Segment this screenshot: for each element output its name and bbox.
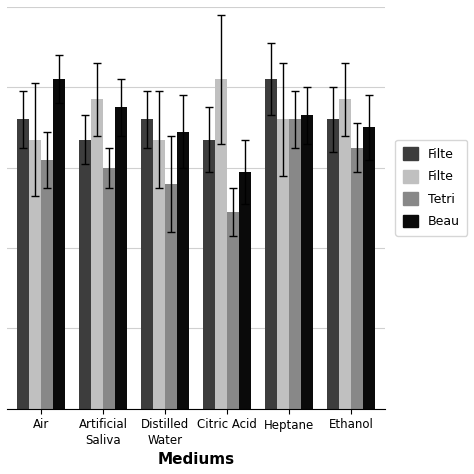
Bar [80, 139, 91, 409]
Bar [239, 172, 251, 409]
Bar [153, 139, 165, 409]
Bar [351, 147, 363, 409]
Legend: Filte, Filte, Tetri, Beau: Filte, Filte, Tetri, Beau [395, 140, 467, 236]
Bar [289, 119, 301, 409]
Bar [115, 108, 127, 409]
Bar [18, 119, 29, 409]
Bar [203, 139, 215, 409]
Bar [215, 79, 227, 409]
Bar [328, 119, 339, 409]
X-axis label: Mediums: Mediums [157, 452, 235, 467]
Bar [141, 119, 153, 409]
Bar [41, 160, 53, 409]
Bar [91, 100, 103, 409]
Bar [29, 139, 41, 409]
Bar [363, 128, 374, 409]
Bar [103, 168, 115, 409]
Bar [165, 184, 177, 409]
Bar [301, 116, 312, 409]
Bar [265, 79, 277, 409]
Bar [339, 100, 351, 409]
Bar [177, 131, 189, 409]
Bar [227, 212, 239, 409]
Bar [53, 79, 64, 409]
Bar [277, 119, 289, 409]
